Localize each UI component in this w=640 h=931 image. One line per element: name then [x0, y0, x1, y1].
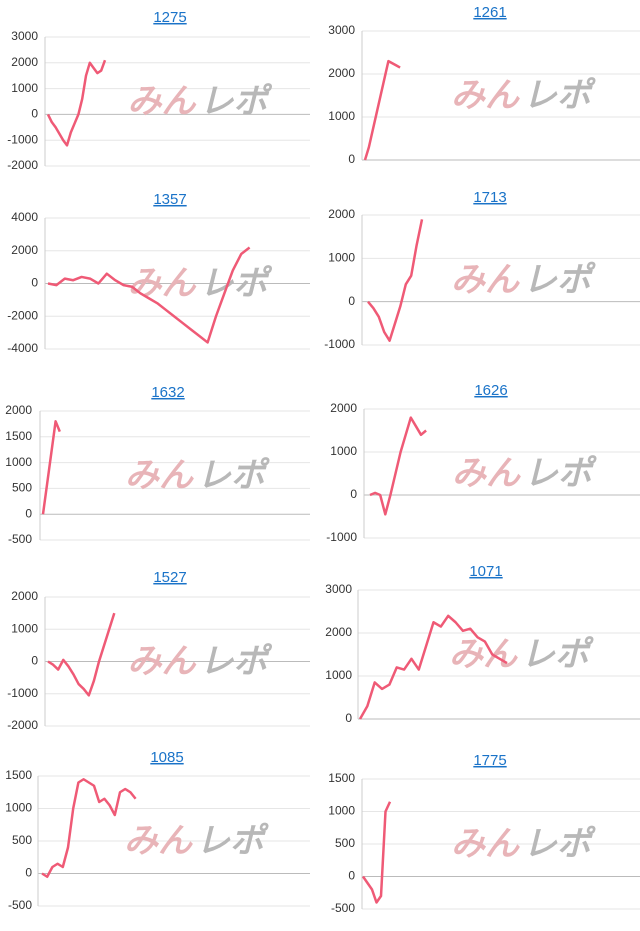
- y-tick-label: -1000: [7, 132, 38, 146]
- y-tick-label: -1000: [7, 686, 38, 700]
- y-tick-label: 500: [12, 833, 32, 847]
- data-line: [47, 612, 116, 697]
- chart-title-link[interactable]: 1071: [469, 563, 502, 580]
- y-tick-label: 2000: [5, 403, 32, 417]
- watermark: レポ: [523, 825, 596, 863]
- y-tick-label: -2000: [7, 308, 38, 322]
- chart-title-link[interactable]: 1713: [473, 189, 506, 206]
- watermark: みん: [125, 456, 194, 494]
- data-line: [369, 416, 427, 516]
- y-tick-label: 3000: [328, 23, 355, 37]
- watermark: レポ: [200, 82, 273, 120]
- y-tick-label: -1000: [324, 337, 355, 351]
- y-tick-label: 1500: [328, 771, 355, 785]
- watermark: みん: [128, 82, 197, 120]
- watermark: レポ: [521, 635, 594, 673]
- y-tick-label: -2000: [7, 158, 38, 172]
- watermark: レポ: [523, 76, 596, 114]
- watermark: みん: [128, 264, 197, 302]
- data-line: [367, 219, 424, 342]
- y-tick-label: 0: [31, 107, 38, 121]
- y-tick-label: -4000: [7, 341, 38, 355]
- y-tick-label: 1000: [328, 251, 355, 265]
- y-tick-label: 3000: [11, 29, 38, 43]
- y-tick-label: 2000: [11, 55, 38, 69]
- y-tick-label: 0: [31, 276, 38, 290]
- y-tick-label: 2000: [11, 243, 38, 257]
- y-tick-label: 4000: [11, 210, 38, 224]
- y-tick-label: 2000: [11, 589, 38, 603]
- watermark: みん: [451, 261, 520, 299]
- watermark: レポ: [200, 264, 273, 302]
- y-tick-label: -500: [8, 898, 32, 912]
- y-tick-label: 0: [348, 152, 355, 166]
- y-tick-label: 1500: [5, 768, 32, 782]
- y-tick-label: 0: [350, 487, 357, 501]
- data-line: [361, 801, 392, 904]
- data-line: [358, 614, 508, 720]
- y-tick-label: 1000: [5, 455, 32, 469]
- watermark: レポ: [196, 822, 269, 860]
- y-tick-label: -500: [8, 532, 32, 546]
- y-tick-label: 0: [348, 869, 355, 883]
- data-line: [41, 778, 137, 878]
- y-tick-label: 0: [25, 506, 32, 520]
- data-line: [41, 420, 61, 515]
- y-tick-label: 1000: [325, 668, 352, 682]
- watermark: みん: [128, 642, 197, 680]
- y-tick-label: 0: [25, 866, 32, 880]
- y-tick-label: 1000: [328, 109, 355, 123]
- y-tick-label: -500: [331, 901, 355, 915]
- chart-title-link[interactable]: 1527: [153, 569, 186, 586]
- watermark: レポ: [200, 642, 273, 680]
- watermark: みん: [452, 454, 521, 492]
- data-line: [46, 59, 107, 147]
- y-tick-label: -1000: [326, 530, 357, 544]
- y-tick-label: -2000: [7, 718, 38, 732]
- watermark: レポ: [524, 454, 597, 492]
- y-tick-label: 2000: [328, 66, 355, 80]
- y-tick-label: 1000: [11, 621, 38, 635]
- watermark: みん: [451, 825, 520, 863]
- chart-title-link[interactable]: 1085: [150, 749, 183, 766]
- y-tick-label: 2000: [325, 625, 352, 639]
- y-tick-label: 1000: [330, 444, 357, 458]
- chart-title-link[interactable]: 1775: [473, 752, 506, 769]
- data-line: [47, 246, 251, 344]
- y-tick-label: 0: [348, 294, 355, 308]
- chart-title-link[interactable]: 1261: [473, 4, 506, 21]
- watermark: みん: [451, 76, 520, 114]
- y-tick-label: 500: [335, 836, 355, 850]
- chart-title-link[interactable]: 1632: [151, 384, 184, 401]
- chart-title-link[interactable]: 1357: [153, 191, 186, 208]
- watermark: みん: [124, 822, 193, 860]
- y-tick-label: 1000: [328, 804, 355, 818]
- chart-title-link[interactable]: 1626: [474, 382, 507, 399]
- y-tick-label: 3000: [325, 582, 352, 596]
- watermark: レポ: [197, 456, 270, 494]
- watermark: レポ: [523, 261, 596, 299]
- y-tick-label: 1000: [11, 81, 38, 95]
- y-tick-label: 0: [345, 711, 352, 725]
- y-tick-label: 500: [12, 481, 32, 495]
- data-line: [363, 59, 401, 161]
- y-tick-label: 2000: [330, 401, 357, 415]
- chart-title-link[interactable]: 1275: [153, 9, 186, 26]
- y-tick-label: 0: [31, 654, 38, 668]
- y-tick-label: 1000: [5, 801, 32, 815]
- y-tick-label: 2000: [328, 207, 355, 221]
- y-tick-label: 1500: [5, 429, 32, 443]
